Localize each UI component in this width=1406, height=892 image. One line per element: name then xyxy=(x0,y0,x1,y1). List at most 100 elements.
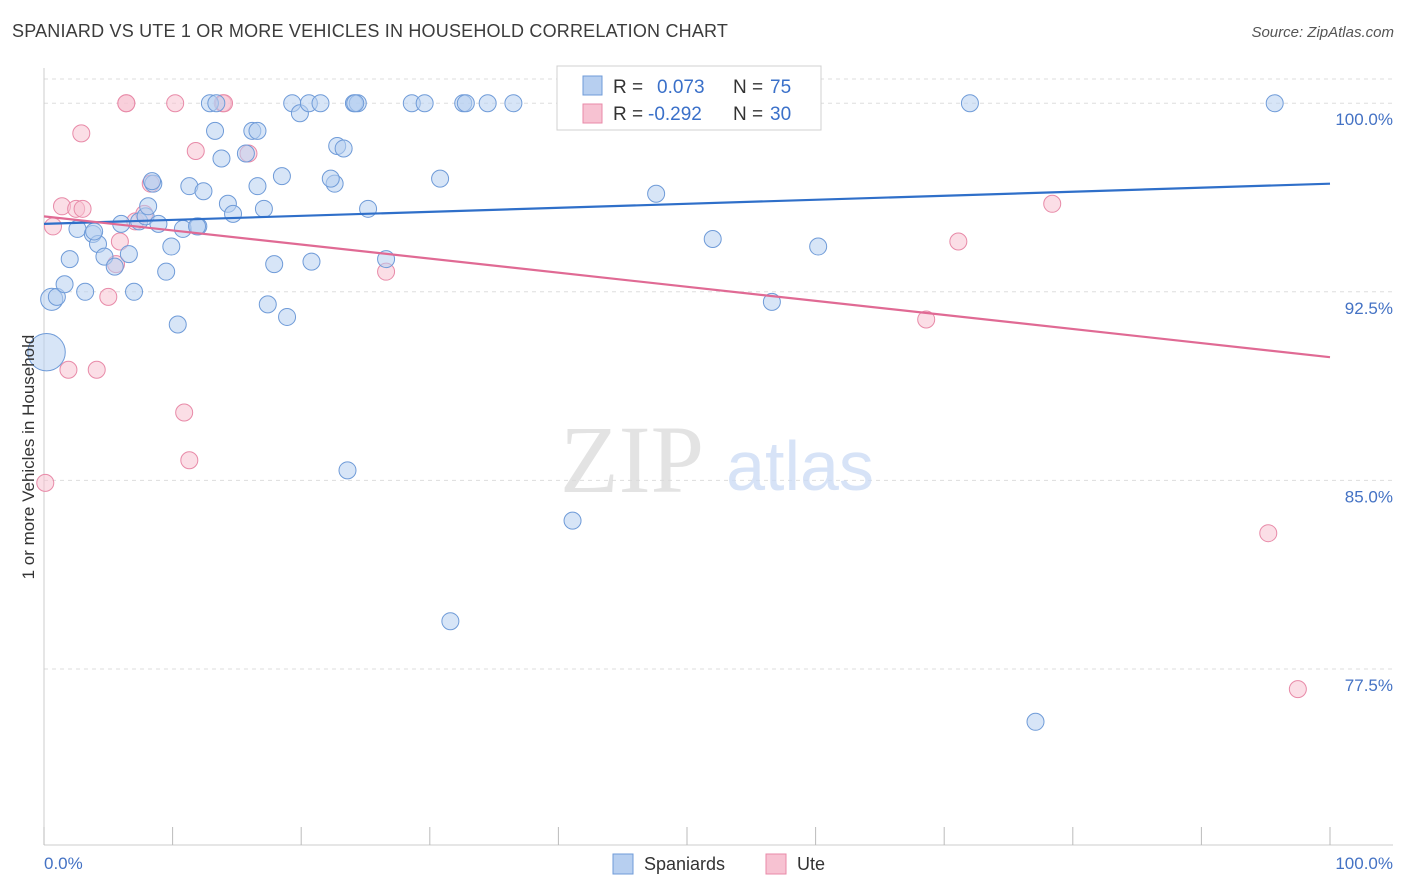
spaniard-point-34 xyxy=(254,199,273,218)
ute-point-5 xyxy=(72,124,91,143)
trend-lines xyxy=(43,182,1331,359)
ute-point-23 xyxy=(949,232,968,251)
chart-title: SPANIARD VS UTE 1 OR MORE VEHICLES IN HO… xyxy=(12,21,729,41)
spaniard-point-65 xyxy=(1026,712,1045,731)
spaniard-point-60 xyxy=(647,184,666,203)
spaniard-point-13 xyxy=(125,282,144,301)
spaniards-trend-line xyxy=(43,182,1331,226)
spaniard-point-71 xyxy=(415,94,434,113)
spaniard-point-37 xyxy=(272,167,291,186)
spaniard-point-56 xyxy=(456,94,475,113)
spaniard-point-47 xyxy=(338,461,357,480)
legend-r-label-spaniards: R = xyxy=(613,77,643,98)
spaniard-point-46 xyxy=(334,139,353,158)
legend-swatch-ute xyxy=(582,103,603,124)
y-tick-label-1: 85.0% xyxy=(1345,487,1393,506)
spaniard-point-28 xyxy=(212,149,231,168)
y-tick-label-0: 77.5% xyxy=(1345,676,1393,695)
spaniard-point-59 xyxy=(563,511,582,530)
spaniard-point-68 xyxy=(85,222,104,241)
spaniard-point-53 xyxy=(431,169,450,188)
ute-point-1 xyxy=(44,217,63,236)
spaniard-point-66 xyxy=(1265,94,1284,113)
spaniard-point-25 xyxy=(194,182,213,201)
spaniard-point-38 xyxy=(278,307,297,326)
spaniard-point-43 xyxy=(311,94,330,113)
series-legend-label-spaniards: Spaniards xyxy=(644,854,725,874)
spaniard-point-35 xyxy=(258,295,277,314)
series-legend-label-ute: Ute xyxy=(797,854,825,874)
spaniard-point-19 xyxy=(157,262,176,281)
ute-point-6 xyxy=(87,360,106,379)
ute-point-28 xyxy=(117,94,136,113)
spaniard-point-36 xyxy=(265,255,284,274)
series-legend-swatch-spaniards xyxy=(612,853,634,875)
y-tick-labels: 77.5% 85.0% 92.5% 100.0% xyxy=(1335,110,1393,695)
spaniard-point-10 xyxy=(105,257,124,276)
ute-point-15 xyxy=(175,403,194,422)
ute-point-7 xyxy=(99,287,118,306)
series-legend: Spaniards Ute xyxy=(612,853,825,875)
legend-n-value-ute: 30 xyxy=(770,104,791,125)
spaniard-point-16 xyxy=(139,197,158,216)
y-tick-label-2: 92.5% xyxy=(1345,299,1393,318)
spaniard-point-3 xyxy=(55,275,74,294)
grid-lines xyxy=(44,78,1393,670)
watermark: ZIP atlas xyxy=(560,406,874,513)
spaniard-point-64 xyxy=(960,94,979,113)
correlation-legend: R = 0.073 N = 75 R = -0.292 N = 30 xyxy=(556,65,822,131)
spaniard-point-27 xyxy=(206,121,225,140)
watermark-atlas: atlas xyxy=(726,427,874,505)
x-tick-label-min: 0.0% xyxy=(44,854,83,873)
spaniard-point-74 xyxy=(143,172,162,191)
spaniard-point-67 xyxy=(188,217,207,236)
ute-point-26 xyxy=(1288,680,1307,699)
spaniard-point-73 xyxy=(321,169,340,188)
spaniard-point-31 xyxy=(236,144,255,163)
spaniard-point-54 xyxy=(441,612,460,631)
ute-point-22 xyxy=(917,310,936,329)
spaniard-point-20 xyxy=(162,237,181,256)
ute-point-16 xyxy=(180,451,199,470)
y-tick-label-3: 100.0% xyxy=(1335,110,1393,129)
legend-r-label-ute: R = xyxy=(613,104,643,125)
ute-point-24 xyxy=(1043,194,1062,213)
watermark-zip: ZIP xyxy=(560,406,704,513)
ute-point-0 xyxy=(36,473,55,492)
spaniard-point-12 xyxy=(119,245,138,264)
ute-point-3 xyxy=(59,360,78,379)
ute-point-14 xyxy=(166,94,185,113)
spaniard-point-42 xyxy=(302,252,321,271)
x-tick-label-max: 100.0% xyxy=(1335,854,1393,873)
spaniard-point-58 xyxy=(504,94,523,113)
spaniard-point-0 xyxy=(27,332,66,372)
source-label: Source: ZipAtlas.com xyxy=(1251,24,1394,41)
y-axis-label: 1 or more Vehicles in Household xyxy=(19,335,38,580)
spaniard-point-69 xyxy=(248,121,267,140)
ute-trend-line xyxy=(43,215,1331,359)
legend-r-value-ute: -0.292 xyxy=(648,104,702,125)
spaniard-point-57 xyxy=(478,94,497,113)
series-legend-swatch-ute xyxy=(765,853,787,875)
legend-n-value-spaniards: 75 xyxy=(770,77,791,98)
spaniard-point-72 xyxy=(207,94,226,113)
spaniard-point-4 xyxy=(60,250,79,269)
ute-point-9 xyxy=(110,232,129,251)
ute-point-29 xyxy=(73,199,92,218)
spaniard-point-63 xyxy=(809,237,828,256)
spaniard-point-61 xyxy=(703,229,722,248)
ute-points xyxy=(36,94,1307,699)
legend-n-label-spaniards: N = xyxy=(733,77,763,98)
spaniard-point-70 xyxy=(346,94,365,113)
spaniard-point-21 xyxy=(168,315,187,334)
spaniard-point-6 xyxy=(76,282,95,301)
axes xyxy=(43,68,1393,846)
spaniard-points xyxy=(27,94,1284,731)
ute-point-25 xyxy=(1259,524,1278,543)
ute-point-17 xyxy=(186,141,205,160)
legend-swatch-spaniards xyxy=(582,75,603,96)
spaniard-point-33 xyxy=(248,177,267,196)
legend-r-value-spaniards: 0.073 xyxy=(657,77,705,98)
legend-n-label-ute: N = xyxy=(733,104,763,125)
